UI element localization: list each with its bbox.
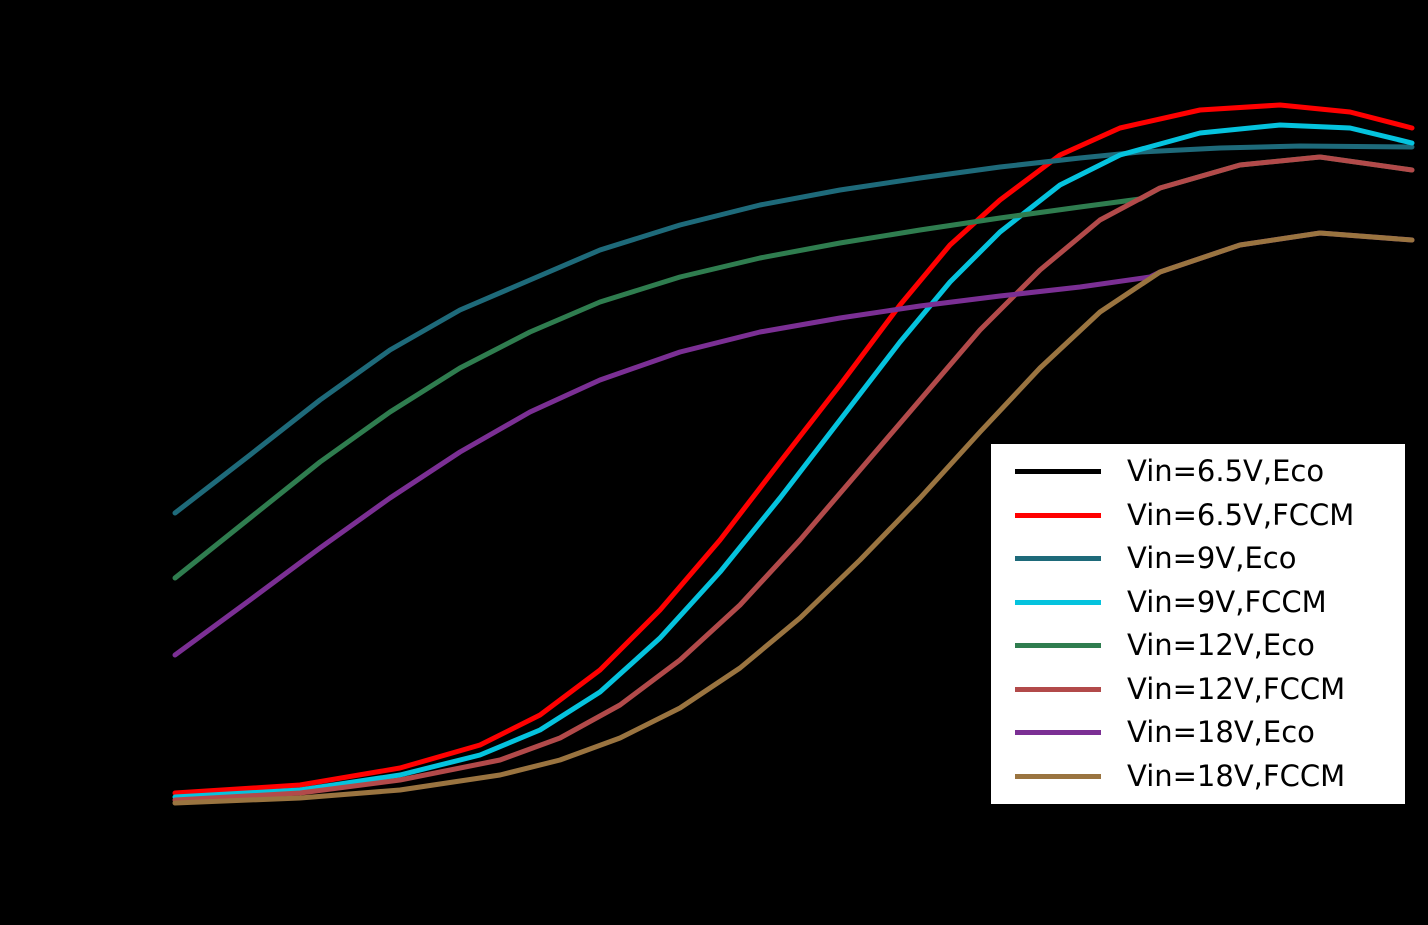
legend-label: Vin=9V,Eco [1127,541,1297,576]
legend-line-swatch [1015,599,1101,605]
legend-item: Vin=6.5V,Eco [1001,450,1395,494]
legend-label: Vin=18V,Eco [1127,715,1315,750]
legend-label: Vin=6.5V,Eco [1127,454,1325,489]
series-line-Vin=18V,FCCM [172,230,1415,806]
legend-item: Vin=12V,FCCM [1001,668,1395,712]
legend-line-swatch [1015,469,1101,475]
legend-item: Vin=6.5V,FCCM [1001,494,1395,538]
series-line-Vin=6.5V,FCCM [172,102,1415,796]
legend-line-swatch [1015,730,1101,736]
legend-label: Vin=6.5V,FCCM [1127,497,1355,532]
legend-item: Vin=18V,Eco [1001,711,1395,755]
legend-line-swatch [1015,512,1101,518]
legend: Vin=6.5V,Eco Vin=6.5V,FCCM Vin=9V,Eco Vi… [990,443,1406,805]
series-line-Vin=9V,FCCM [172,122,1415,800]
legend-line-swatch [1015,556,1101,562]
legend-label: Vin=12V,Eco [1127,628,1315,663]
legend-line-swatch [1015,686,1101,692]
series-line-Vin=9V,Eco [172,143,1415,516]
legend-line-swatch [1015,773,1101,779]
legend-line-swatch [1015,643,1101,649]
legend-item: Vin=12V,Eco [1001,624,1395,668]
legend-label: Vin=18V,FCCM [1127,758,1346,793]
legend-item: Vin=9V,FCCM [1001,581,1395,625]
series-line-Vin=6.5V,Eco [172,102,1415,473]
legend-label: Vin=9V,FCCM [1127,584,1327,619]
legend-label: Vin=12V,FCCM [1127,671,1346,706]
series-line-Vin=12V,FCCM [172,154,1415,803]
legend-item: Vin=9V,Eco [1001,537,1395,581]
legend-item: Vin=18V,FCCM [1001,755,1395,799]
